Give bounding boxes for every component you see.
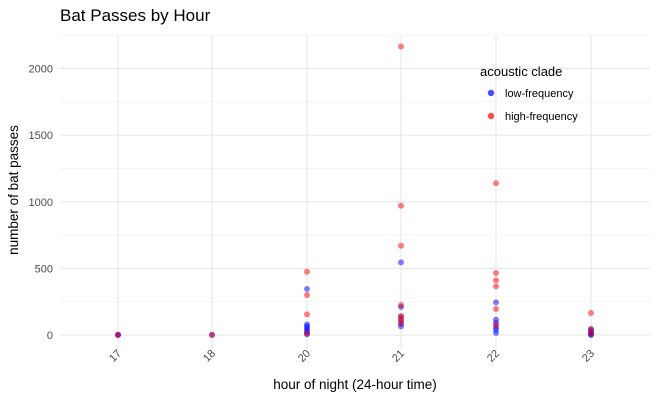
data-point-high-frequency bbox=[304, 268, 310, 275]
y-tick-label: 1000 bbox=[29, 197, 53, 209]
data-point-high-frequency bbox=[398, 43, 404, 50]
x-tick-label: 17 bbox=[107, 348, 124, 365]
legend-title: acoustic clade bbox=[480, 64, 562, 79]
data-point-high-frequency bbox=[398, 320, 404, 327]
data-point-high-frequency bbox=[398, 242, 404, 249]
x-tick-label: 21 bbox=[390, 348, 407, 365]
legend-key-high-frequency bbox=[487, 112, 495, 120]
y-tick-label: 2000 bbox=[29, 64, 53, 76]
data-point-high-frequency bbox=[209, 332, 215, 338]
data-point-low-frequency bbox=[304, 286, 310, 293]
data-point-high-frequency bbox=[493, 277, 499, 284]
data-point-high-frequency bbox=[304, 292, 310, 299]
legend: acoustic clade low-frequency high-frequen… bbox=[480, 64, 578, 123]
y-tick-label: 0 bbox=[47, 330, 53, 342]
x-tick-label: 20 bbox=[296, 348, 313, 365]
x-tick-labels: 17 18 20 21 22 23 bbox=[107, 348, 597, 365]
data-point-high-frequency bbox=[588, 330, 594, 337]
legend-label-high-frequency: high-frequency bbox=[505, 111, 578, 123]
legend-key-low-frequency bbox=[487, 89, 495, 97]
data-point-high-frequency bbox=[398, 202, 404, 209]
y-tick-label: 500 bbox=[35, 263, 53, 275]
data-point-high-frequency bbox=[493, 270, 499, 277]
chart-title: Bat Passes by Hour bbox=[60, 6, 211, 25]
data-point-low-frequency bbox=[398, 259, 404, 266]
data-point-high-frequency bbox=[588, 310, 594, 317]
data-point-high-frequency bbox=[398, 302, 404, 309]
data-point-low-frequency bbox=[493, 330, 499, 337]
data-point-high-frequency bbox=[493, 306, 499, 313]
x-tick-label: 23 bbox=[580, 348, 597, 365]
y-tick-labels: 0 500 1000 1500 2000 bbox=[29, 64, 53, 343]
data-point-high-frequency bbox=[304, 330, 310, 337]
data-point-high-frequency bbox=[493, 322, 499, 329]
data-point-high-frequency bbox=[115, 331, 121, 338]
grid bbox=[60, 34, 650, 350]
data-point-low-frequency bbox=[493, 299, 499, 306]
legend-label-low-frequency: low-frequency bbox=[505, 88, 574, 100]
y-axis-label: number of bat passes bbox=[6, 125, 21, 255]
x-axis-label: hour of night (24-hour time) bbox=[273, 377, 437, 392]
y-tick-label: 1500 bbox=[29, 130, 53, 142]
data-point-high-frequency bbox=[493, 180, 499, 187]
data-points bbox=[115, 43, 594, 338]
data-point-high-frequency bbox=[304, 311, 310, 318]
data-point-high-frequency bbox=[493, 283, 499, 290]
x-tick-label: 18 bbox=[201, 348, 218, 365]
x-tick-label: 22 bbox=[485, 348, 502, 365]
